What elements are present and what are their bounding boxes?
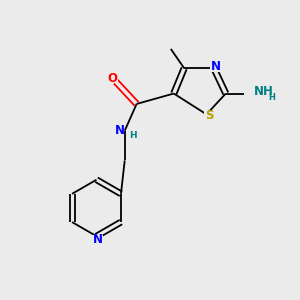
- FancyBboxPatch shape: [92, 235, 104, 244]
- FancyBboxPatch shape: [130, 131, 136, 139]
- Text: H: H: [268, 94, 275, 103]
- Text: N: N: [114, 124, 124, 137]
- Text: O: O: [108, 72, 118, 85]
- FancyBboxPatch shape: [244, 85, 267, 102]
- Text: NH: NH: [254, 85, 274, 98]
- Text: S: S: [205, 109, 214, 122]
- FancyBboxPatch shape: [107, 73, 118, 83]
- FancyBboxPatch shape: [115, 126, 124, 135]
- Text: N: N: [211, 60, 221, 73]
- Text: H: H: [129, 130, 137, 140]
- Text: N: N: [93, 233, 103, 246]
- FancyBboxPatch shape: [204, 111, 215, 121]
- FancyBboxPatch shape: [211, 62, 221, 71]
